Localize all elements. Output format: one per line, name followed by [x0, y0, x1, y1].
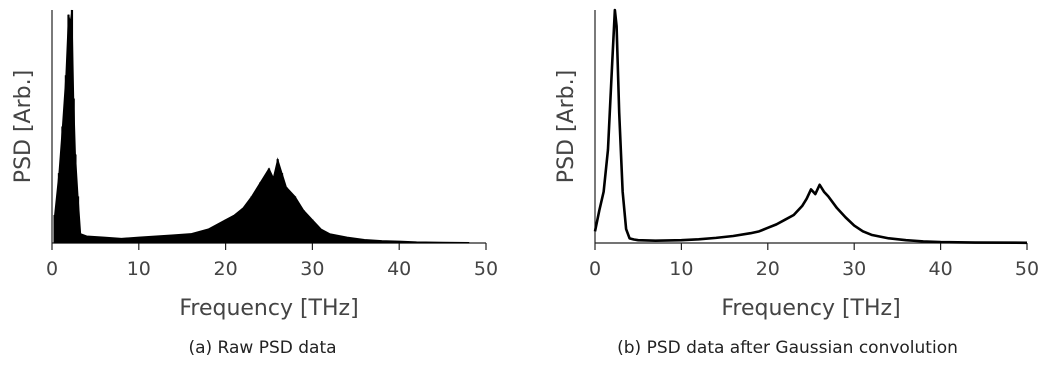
x-tick-label: 50	[474, 258, 498, 280]
psd-raw-spike	[172, 234, 175, 243]
x-tick-label: 30	[300, 258, 324, 280]
x-tick-label: 40	[929, 258, 953, 280]
psd-raw-spike	[85, 236, 88, 243]
x-tick-label: 40	[387, 258, 411, 280]
x-tick-label: 30	[842, 258, 866, 280]
caption-raw-psd: (a) Raw PSD data	[188, 338, 337, 358]
psd-raw-spike	[70, 10, 74, 243]
x-tick-label: 0	[589, 258, 601, 280]
psd-raw-spike	[280, 173, 284, 243]
psd-raw-spike	[259, 182, 262, 243]
psd-raw-spike	[74, 154, 77, 243]
x-axis-label: Frequency [THz]	[721, 296, 900, 321]
psd-raw-spike	[79, 233, 82, 243]
psd-raw-spike	[293, 196, 297, 243]
x-axis-label: Frequency [THz]	[179, 296, 358, 321]
psd-raw-spike	[346, 237, 349, 243]
psd-raw-spike	[328, 233, 331, 243]
psd-raw-spike	[64, 75, 67, 244]
psd-raw-spike	[241, 208, 245, 243]
x-tick-label: 20	[756, 258, 780, 280]
psd-raw-spike	[398, 241, 401, 243]
psd-raw-spike	[61, 126, 64, 243]
psd-raw-spike	[267, 168, 271, 243]
psd-raw-spike	[67, 14, 70, 243]
x-tick-label: 10	[127, 258, 151, 280]
x-tick-label: 50	[1015, 258, 1039, 280]
panel-gaussian-psd: 0 10 20 30 40 50 Frequency [THz] PSD [Arb.] (b)…	[525, 0, 1050, 371]
x-tick-label: 0	[46, 258, 58, 280]
psd-raw-spike	[380, 240, 383, 243]
psd-raw-spike	[155, 236, 158, 243]
panel-raw-psd: 0 10 20 30 40 50 Frequency [THz] PSD [Arb.] (a)…	[11, 9, 498, 358]
raw-psd-chart: 0 10 20 30 40 50 Frequency [THz] PSD [Arb.]	[11, 9, 498, 321]
psd-raw-spike	[69, 21, 72, 244]
psd-raw-spike	[207, 229, 210, 243]
y-axis-label: PSD [Arb.]	[554, 70, 579, 183]
psd-raw-spike	[276, 159, 279, 243]
y-axis-label: PSD [Arb.]	[11, 70, 36, 183]
psd-raw-spike	[441, 242, 444, 243]
x-tick-label: 20	[214, 258, 238, 280]
psd-raw-spike	[137, 237, 140, 243]
psd-raw-spike	[415, 241, 418, 243]
psd-raw-spike	[285, 187, 288, 243]
psd-gaussian-line	[593, 8, 1028, 245]
gaussian-psd-chart: 0 10 20 30 40 50 Frequency [THz] PSD [Arb.]	[554, 8, 1039, 321]
psd-raw-spike	[53, 215, 56, 243]
psd-raw-spike	[363, 239, 366, 243]
psd-raw-spike	[224, 219, 227, 243]
psd-raw-spike	[76, 196, 80, 243]
psd-raw-spike	[319, 229, 323, 243]
psd-raw-envelope	[54, 9, 470, 244]
psd-raw-spike	[57, 173, 61, 243]
psd-raw-spike	[250, 196, 253, 243]
psd-raw-spike	[102, 237, 106, 243]
psd-raw-spike	[72, 98, 75, 243]
psd-raw-spike	[302, 210, 305, 243]
psd-raw-spike	[311, 219, 314, 243]
x-tick-label: 10	[669, 258, 693, 280]
psd-raw-spike	[120, 238, 123, 243]
psd-raw-spike	[272, 177, 275, 243]
caption-gaussian-psd: (b) PSD data after Gaussian convolution	[617, 338, 958, 358]
psd-raw-spike	[189, 233, 192, 243]
psd-raw-spike	[233, 215, 236, 243]
